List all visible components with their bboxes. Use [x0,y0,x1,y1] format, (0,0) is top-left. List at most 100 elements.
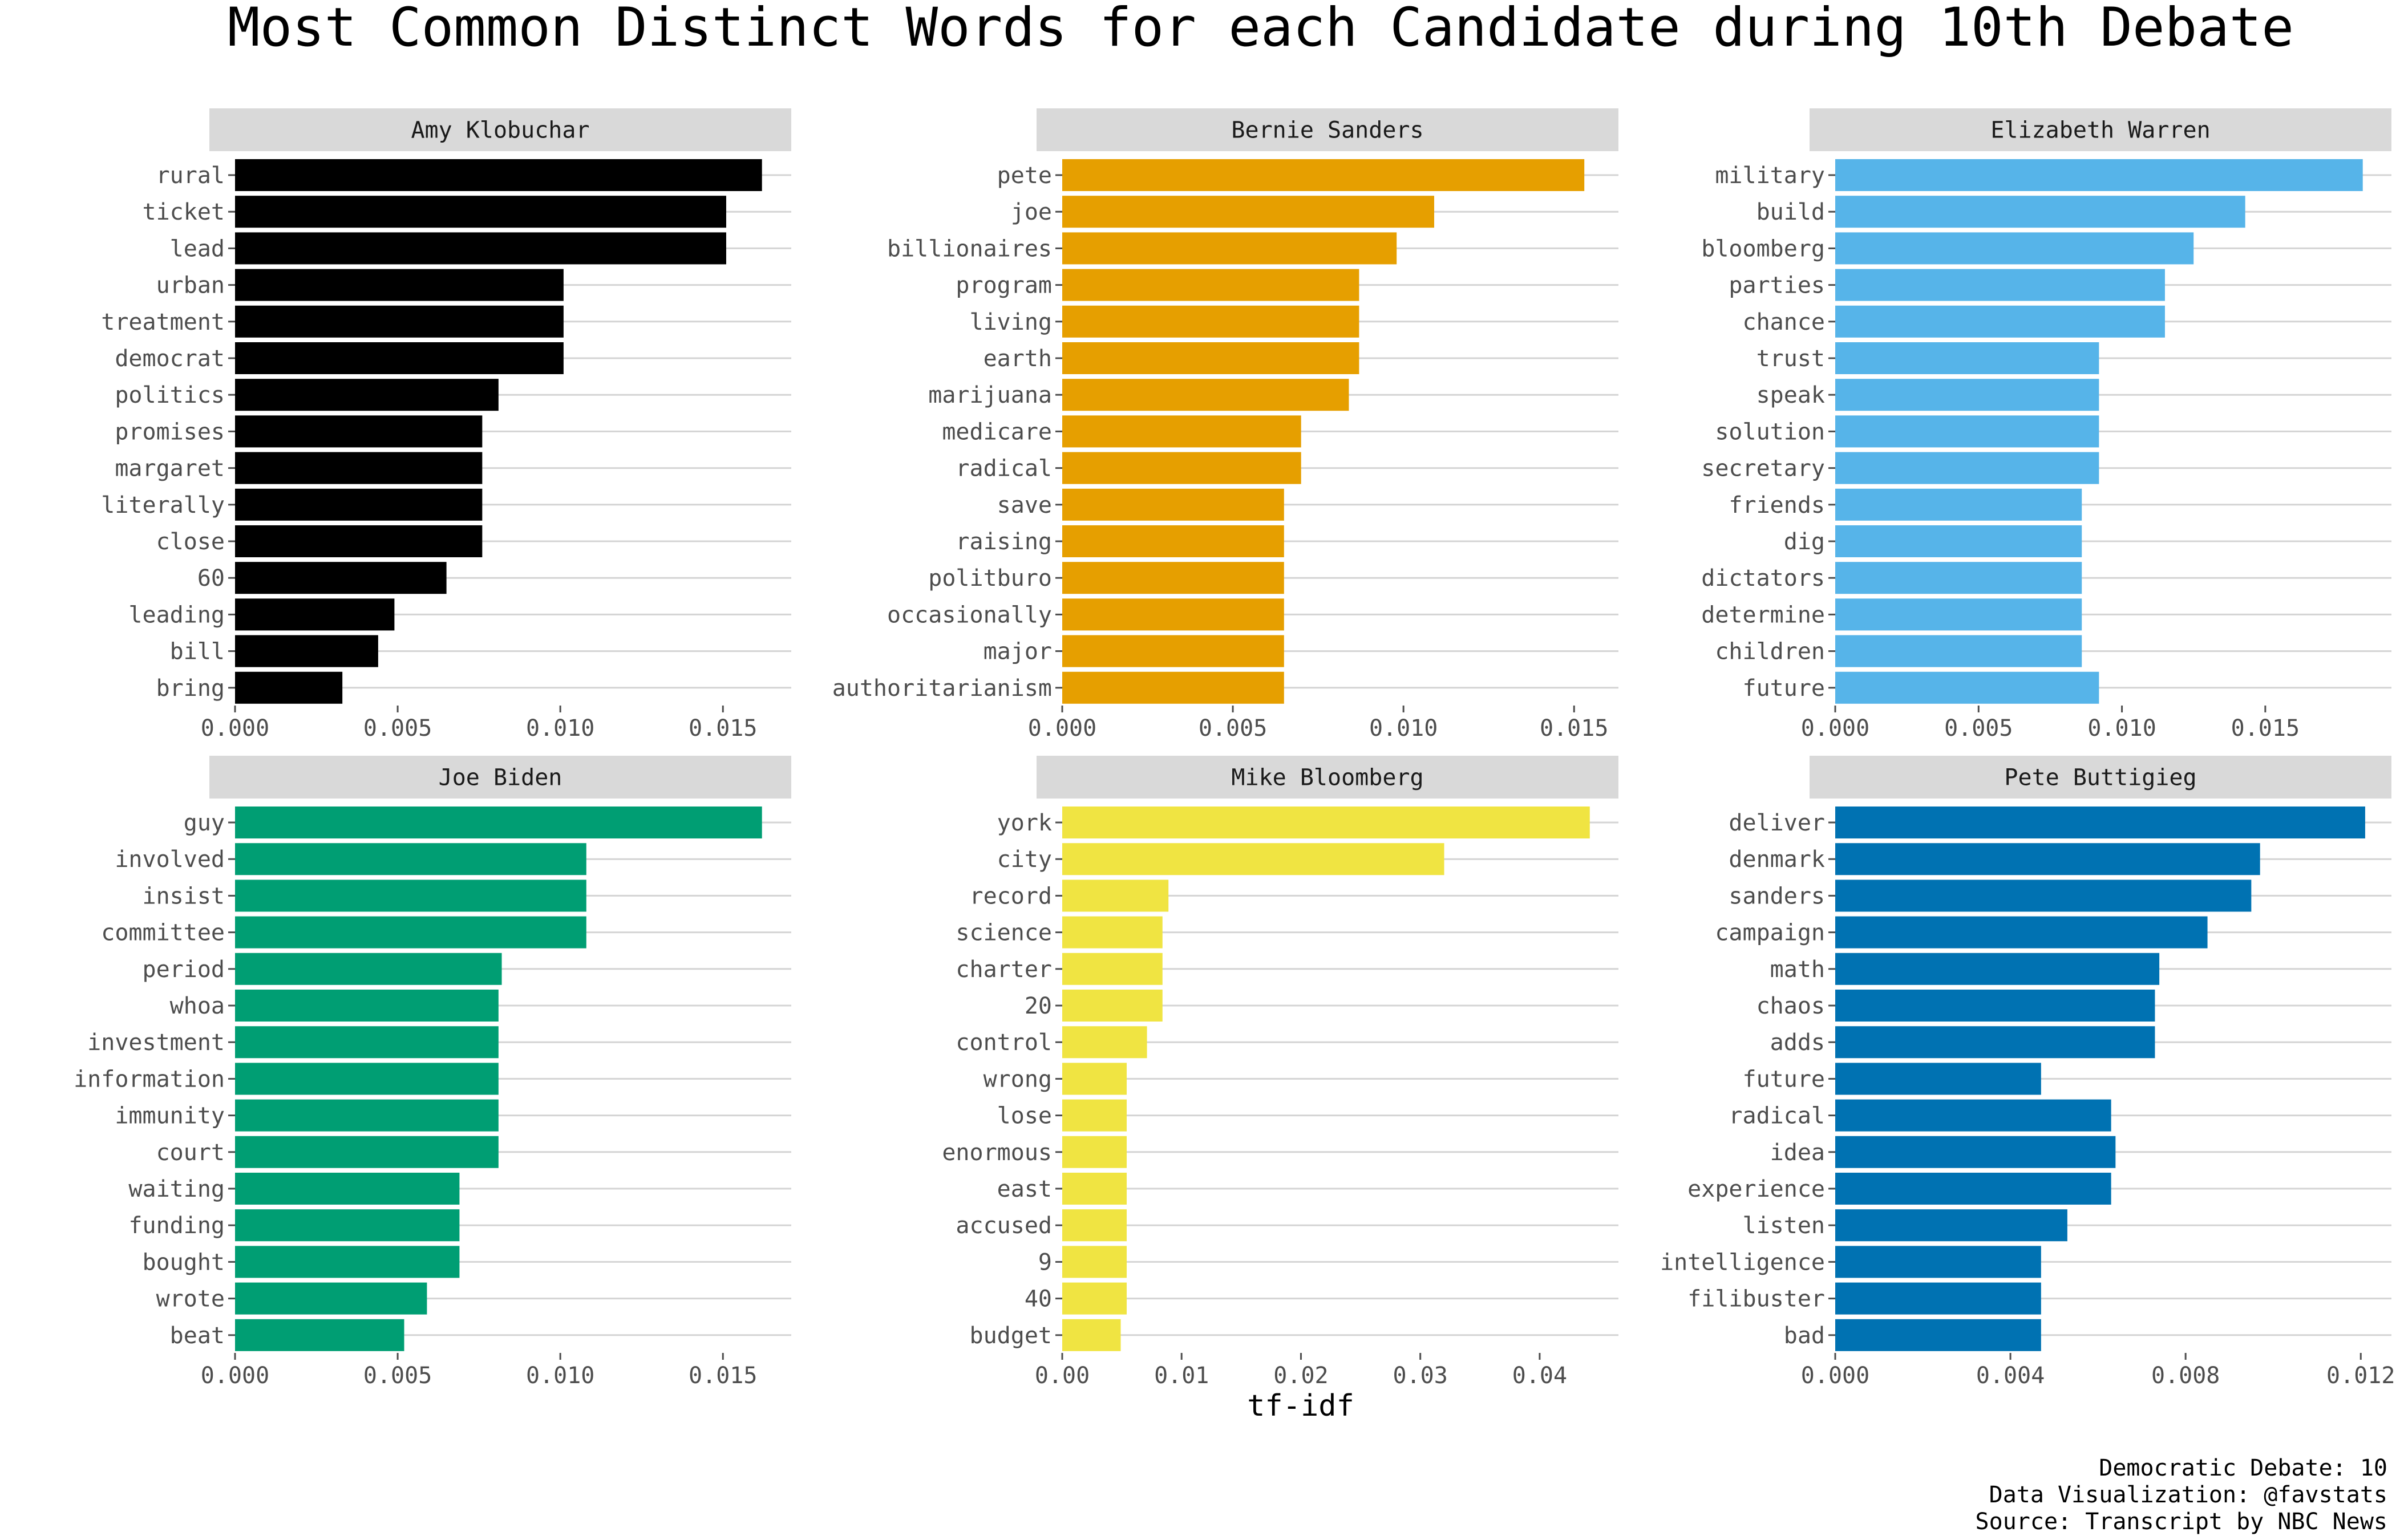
facet-strip [1037,756,1618,799]
bar [1062,452,1301,484]
bar [1062,1099,1127,1132]
category-label: beat [170,1323,225,1349]
bar [1062,635,1284,667]
x-tick-label: 0.000 [1801,715,1869,741]
bar [235,415,483,448]
category-label: filibuster [1687,1286,1825,1312]
category-label: court [156,1140,225,1166]
category-label: math [1770,957,1825,983]
bar [1835,807,2365,838]
bar [1835,415,2099,448]
category-label: information [74,1066,225,1092]
category-label: denmark [1729,846,1825,873]
category-label: solution [1715,419,1825,445]
x-axis-label: tf-idf [1247,1389,1354,1423]
bar [1835,562,2082,594]
category-label: occasionally [887,602,1052,628]
bar [1062,196,1434,228]
bar [235,635,378,667]
bar [1062,880,1169,912]
bar [1062,232,1397,265]
category-label: politics [115,382,225,408]
category-label: enormous [942,1140,1052,1166]
bar [1835,305,2165,338]
x-tick-label: 0.000 [1028,715,1096,741]
bar [1835,671,2099,704]
category-label: determine [1701,602,1825,628]
panel-pete-buttigieg: Pete Buttigieg deliver denmark sanders campa… [1660,756,2395,1389]
bar [235,598,395,631]
x-tick-label: 0.004 [1976,1363,2045,1389]
category-label: marijuana [928,382,1052,408]
x-tick-label: 0.005 [363,1363,432,1389]
bar [1835,1173,2111,1205]
facet-strip [209,756,791,799]
category-label: science [956,920,1052,946]
bar [1835,269,2165,301]
category-label: investment [87,1030,225,1056]
bar [1835,990,2155,1022]
bar [1062,807,1590,838]
category-label: york [997,810,1052,836]
x-tick-label: 0.02 [1273,1363,1328,1389]
bar [1062,342,1359,374]
bar [235,1319,404,1351]
bar [235,269,564,301]
bar [1835,1063,2041,1095]
x-tick-label: 0.03 [1393,1363,1448,1389]
category-label: dig [1784,529,1825,555]
category-label: city [997,846,1052,873]
bar [1835,916,2208,949]
bar [235,196,726,228]
category-label: earth [984,346,1052,372]
x-tick-label: 0.008 [2151,1363,2220,1389]
category-label: future [1743,675,1826,702]
facet-strip [1810,756,2391,799]
x-tick-label: 0.01 [1154,1363,1209,1389]
bar [235,916,586,949]
bar [1835,488,2082,521]
category-label: close [156,529,225,555]
category-label: control [956,1030,1052,1056]
x-tick-label: 0.010 [526,715,594,741]
category-label: bought [143,1249,225,1275]
x-tick-label: 0.005 [363,715,432,741]
bar [1835,1282,2041,1315]
category-label: military [1715,163,1825,189]
category-label: living [970,309,1053,335]
bar [235,671,343,704]
bar [1835,635,2082,667]
bar [1835,196,2245,228]
bar [235,452,483,484]
x-tick-label: 0.04 [1512,1363,1567,1389]
bar [235,232,726,265]
x-tick-label: 0.010 [2087,715,2156,741]
caption-line-1: Democratic Debate: 10 [2099,1455,2387,1481]
category-label: accused [956,1213,1052,1239]
bar [235,305,564,338]
bar [235,1026,499,1059]
bar [1835,1136,2116,1168]
category-label: guy [184,810,225,836]
category-label: authoritarianism [832,675,1052,702]
x-tick-label: 0.012 [2326,1363,2395,1389]
bar [1062,1209,1127,1242]
chart-title: Most Common Distinct Words for each Cand… [228,0,2294,59]
bar [235,1173,460,1205]
bar [235,562,447,594]
bar [235,1282,427,1315]
category-label: medicare [942,419,1052,445]
bar [1835,452,2099,484]
category-label: wrote [156,1286,225,1312]
category-label: radical [956,456,1052,482]
category-label: immunity [115,1103,225,1129]
category-label: trust [1756,346,1825,372]
bar [1835,843,2260,876]
category-label: whoa [170,993,225,1019]
bar [235,159,762,191]
x-tick-label: 0.005 [1199,715,1267,741]
bar [1062,525,1284,557]
facet-strip-label: Mike Bloomberg [1231,765,1423,791]
category-label: raising [956,529,1052,555]
category-label: speak [1756,382,1825,408]
